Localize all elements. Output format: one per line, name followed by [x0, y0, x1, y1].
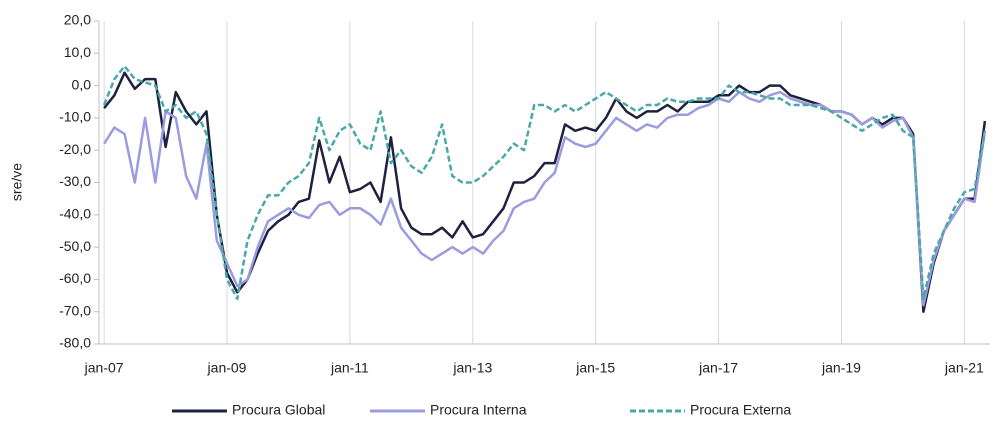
x-tick-label: jan-17 — [698, 360, 738, 376]
y-tick-label: 0,0 — [72, 76, 92, 92]
y-tick-label: -20,0 — [59, 141, 91, 157]
x-tick-label: jan-13 — [452, 360, 492, 376]
x-tick-label: jan-21 — [944, 360, 984, 376]
series-line — [103, 71, 987, 313]
y-tick-label: -10,0 — [59, 109, 91, 125]
y-tick-label: -60,0 — [59, 270, 91, 286]
x-tick-label: jan-09 — [207, 360, 247, 376]
x-tick-label: jan-19 — [821, 360, 861, 376]
y-tick-label: 20,0 — [64, 12, 91, 28]
legend-label: Procura Global — [232, 402, 325, 418]
y-axis-label: sre/ve — [9, 163, 25, 201]
x-tick-label: jan-11 — [330, 360, 369, 376]
y-tick-label: -80,0 — [59, 335, 91, 351]
legend-label: Procura Interna — [430, 402, 527, 418]
legend-label: Procura Externa — [690, 402, 791, 418]
y-tick-label: -30,0 — [59, 173, 91, 189]
y-tick-label: -40,0 — [59, 206, 91, 222]
x-tick-label: jan-15 — [575, 360, 615, 376]
y-tick-label: -50,0 — [59, 238, 91, 254]
y-tick-label: -70,0 — [59, 302, 91, 318]
series-line — [103, 90, 987, 307]
series-line — [102, 64, 987, 301]
y-tick-label: 10,0 — [64, 44, 91, 60]
x-tick-label: jan-07 — [84, 360, 124, 376]
